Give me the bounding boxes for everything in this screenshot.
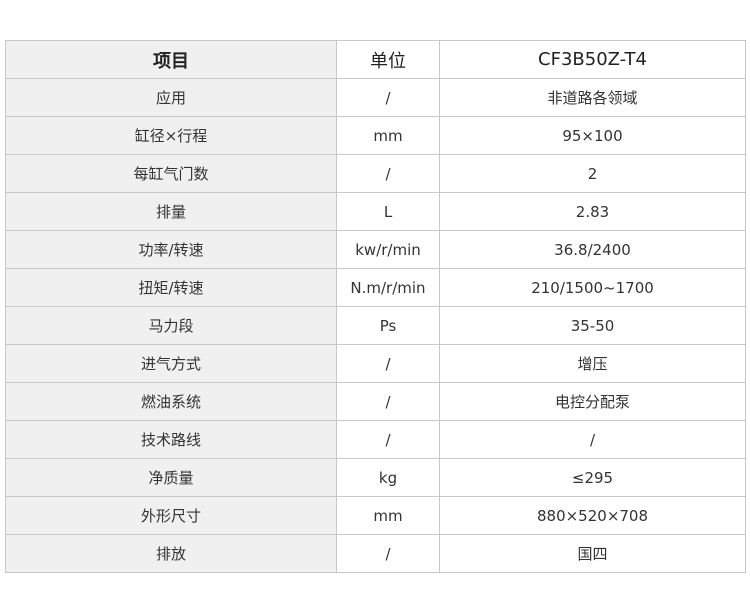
table-cell: 210/1500~1700 — [439, 268, 746, 307]
table-cell: / — [336, 382, 440, 421]
table-cell: 2 — [439, 154, 746, 193]
table-cell: 排放 — [5, 534, 337, 573]
table-cell: 净质量 — [5, 458, 337, 497]
table-cell: / — [336, 154, 440, 193]
table-cell: 应用 — [5, 78, 337, 117]
spec-table: 项目 单位 CF3B50Z-T4 应用 / 非道路各领域 缸径×行程 mm 95×100 每… — [5, 40, 746, 573]
table-cell: 电控分配泵 — [439, 382, 746, 421]
table-cell: N.m/r/min — [336, 268, 440, 307]
header-row: 项目 单位 CF3B50Z-T4 — [5, 40, 746, 79]
table-cell: 每缸气门数 — [5, 154, 337, 193]
table-row: 排放 / 国四 — [5, 534, 746, 573]
table-row: 功率/转速 kw/r/min 36.8/2400 — [5, 230, 746, 269]
table-row: 进气方式 / 增压 — [5, 344, 746, 383]
table-cell: kw/r/min — [336, 230, 440, 269]
table-body: 应用 / 非道路各领域 缸径×行程 mm 95×100 每缸气门数/2 排量 L 2.83 功率/转… — [5, 78, 746, 573]
table-cell: 95×100 — [439, 116, 746, 155]
table-cell: 扭矩/转速 — [5, 268, 337, 307]
table-row: 排量 L 2.83 — [5, 192, 746, 231]
table-cell: 马力段 — [5, 306, 337, 345]
table-cell: mm — [336, 116, 440, 155]
table-row: 应用 / 非道路各领域 — [5, 78, 746, 117]
table-row: 马力段 Ps 35-50 — [5, 306, 746, 345]
table-cell: 技术路线 — [5, 420, 337, 459]
header-cell: 单位 — [336, 40, 440, 79]
table-cell: / — [336, 344, 440, 383]
table-cell: 2.83 — [439, 192, 746, 231]
table-cell: 非道路各领域 — [439, 78, 746, 117]
table-row: 每缸气门数/2 — [5, 154, 746, 193]
table-cell: 排量 — [5, 192, 337, 231]
table-cell: 国四 — [439, 534, 746, 573]
table-row: 外形尺寸 mm 880×520×708 — [5, 496, 746, 535]
table-row: 扭矩/转速 N.m/r/min 210/1500~1700 — [5, 268, 746, 307]
table-cell: / — [439, 420, 746, 459]
table-cell: / — [336, 78, 440, 117]
table-cell: 35-50 — [439, 306, 746, 345]
table-cell: ≤295 — [439, 458, 746, 497]
table-cell: / — [336, 534, 440, 573]
table-cell: 增压 — [439, 344, 746, 383]
table-cell: 缸径×行程 — [5, 116, 337, 155]
table-cell: 燃油系统 — [5, 382, 337, 421]
header-cell: 项目 — [5, 40, 337, 79]
table-row: 燃油系统 / 电控分配泵 — [5, 382, 746, 421]
table-cell: kg — [336, 458, 440, 497]
table-row: 技术路线 / / — [5, 420, 746, 459]
table-cell: 36.8/2400 — [439, 230, 746, 269]
table-cell: 外形尺寸 — [5, 496, 337, 535]
table-cell: / — [336, 420, 440, 459]
table-row: 缸径×行程 mm 95×100 — [5, 116, 746, 155]
header-cell: CF3B50Z-T4 — [439, 40, 746, 79]
table-cell: 进气方式 — [5, 344, 337, 383]
table-cell: 功率/转速 — [5, 230, 337, 269]
table-header: 项目 单位 CF3B50Z-T4 — [5, 40, 746, 79]
table-row: 净质量 kg ≤295 — [5, 458, 746, 497]
table-cell: mm — [336, 496, 440, 535]
table-cell: Ps — [336, 306, 440, 345]
table-cell: 880×520×708 — [439, 496, 746, 535]
table-cell: L — [336, 192, 440, 231]
